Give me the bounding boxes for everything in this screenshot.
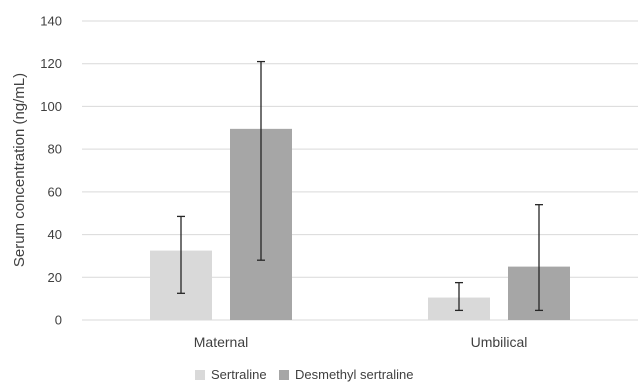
error-bars: [177, 60, 543, 312]
y-tick-label: 80: [48, 142, 62, 157]
x-axis-categories: Maternal Umbilical: [194, 334, 528, 350]
y-tick-label: 0: [55, 313, 62, 328]
legend-swatch: [279, 370, 289, 380]
bars: [150, 128, 570, 320]
y-tick-label: 100: [40, 99, 62, 114]
legend-label: Sertraline: [211, 367, 267, 382]
y-tick-label: 120: [40, 56, 62, 71]
y-tick-label: 40: [48, 227, 62, 242]
legend-label: Desmethyl sertraline: [295, 367, 414, 382]
y-tick-label: 20: [48, 270, 62, 285]
x-category-label: Maternal: [194, 334, 248, 350]
y-axis-ticks: 0 20 40 60 80 100 120 140: [40, 14, 62, 328]
x-category-label: Umbilical: [471, 334, 528, 350]
legend-swatch: [195, 370, 205, 380]
legend: Sertraline Desmethyl sertraline: [195, 367, 414, 382]
y-axis-label: Serum concentration (ng/mL): [11, 73, 28, 267]
y-tick-label: 60: [48, 184, 62, 199]
y-tick-label: 140: [40, 14, 62, 29]
